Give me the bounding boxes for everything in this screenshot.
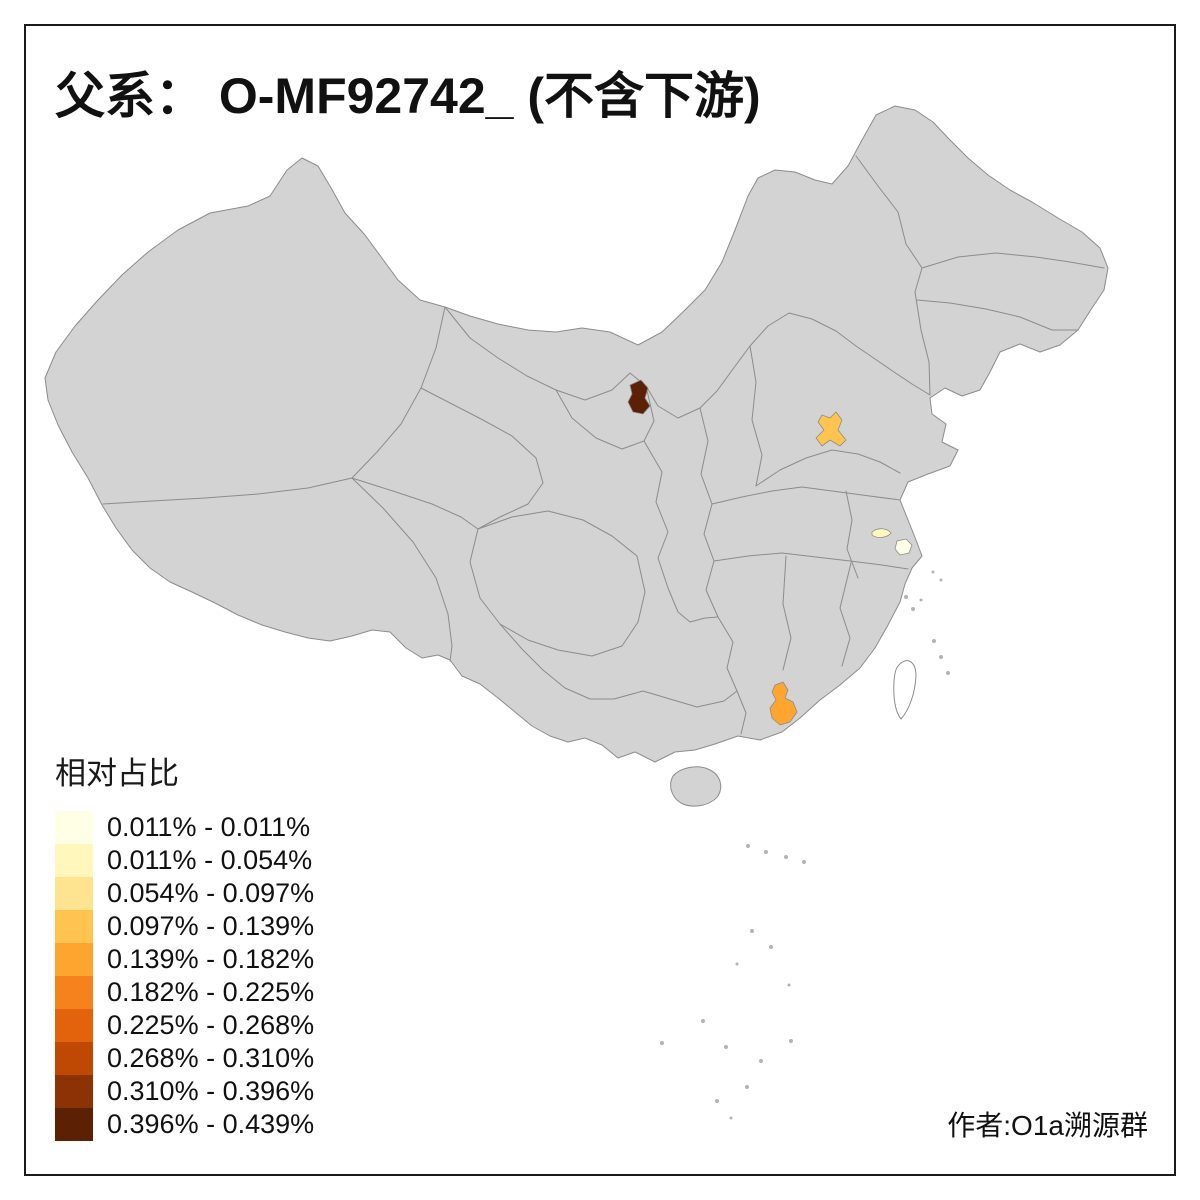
minor-islands	[660, 570, 950, 1120]
legend-swatch	[55, 844, 93, 877]
legend-swatch	[55, 1009, 93, 1042]
china-mainland-outline	[44, 105, 1109, 763]
legend-entries: 0.011% - 0.011% 0.011% - 0.054% 0.054% - 0…	[55, 811, 314, 1141]
legend-title: 相对占比	[55, 756, 179, 791]
legend-row: 0.225% - 0.268%	[55, 1009, 314, 1042]
hainan-island	[670, 766, 722, 807]
page-title: 父系： O-MF92742_ (不含下游)	[55, 68, 761, 124]
legend-label: 0.182% - 0.225%	[107, 977, 315, 1007]
legend-row: 0.054% - 0.097%	[55, 877, 314, 910]
legend-label: 0.054% - 0.097%	[107, 878, 315, 908]
taiwan-island	[893, 660, 917, 720]
legend-label: 0.097% - 0.139%	[107, 911, 315, 941]
province-borders	[102, 155, 1105, 735]
legend-label: 0.268% - 0.310%	[107, 1043, 315, 1073]
legend: 相对占比 0.011% - 0.011% 0.011% - 0.054% 0.054…	[55, 748, 314, 1141]
legend-row: 0.182% - 0.225%	[55, 976, 314, 1009]
legend-label: 0.139% - 0.182%	[107, 944, 315, 974]
legend-swatch	[55, 877, 93, 910]
region-shanghai	[894, 538, 913, 556]
legend-row: 0.139% - 0.182%	[55, 943, 314, 976]
mainland-group	[44, 105, 1109, 763]
highlighted-regions	[627, 379, 913, 726]
author-credit: 作者:O1a溯源群	[947, 1110, 1148, 1141]
legend-row: 0.097% - 0.139%	[55, 910, 314, 943]
legend-label: 0.011% - 0.054%	[107, 845, 313, 875]
islands-group	[660, 570, 950, 1120]
legend-row: 0.310% - 0.396%	[55, 1075, 314, 1108]
legend-row: 0.011% - 0.054%	[55, 844, 314, 877]
legend-label: 0.310% - 0.396%	[107, 1076, 315, 1106]
legend-row: 0.396% - 0.439%	[55, 1108, 314, 1141]
region-ningxia	[627, 379, 651, 415]
legend-label: 0.225% - 0.268%	[107, 1010, 315, 1040]
region-shandong	[815, 411, 847, 447]
legend-row: 0.011% - 0.011%	[55, 811, 314, 844]
region-guangdong	[769, 681, 798, 726]
legend-swatch	[55, 910, 93, 943]
legend-swatch	[55, 811, 93, 844]
region-jiangsu	[871, 528, 892, 538]
legend-swatch	[55, 976, 93, 1009]
legend-label: 0.396% - 0.439%	[107, 1109, 315, 1139]
legend-swatch	[55, 1042, 93, 1075]
legend-label: 0.011% - 0.011%	[107, 812, 311, 842]
legend-swatch	[55, 1108, 93, 1141]
legend-row: 0.268% - 0.310%	[55, 1042, 314, 1075]
legend-swatch	[55, 1075, 93, 1108]
legend-swatch	[55, 943, 93, 976]
